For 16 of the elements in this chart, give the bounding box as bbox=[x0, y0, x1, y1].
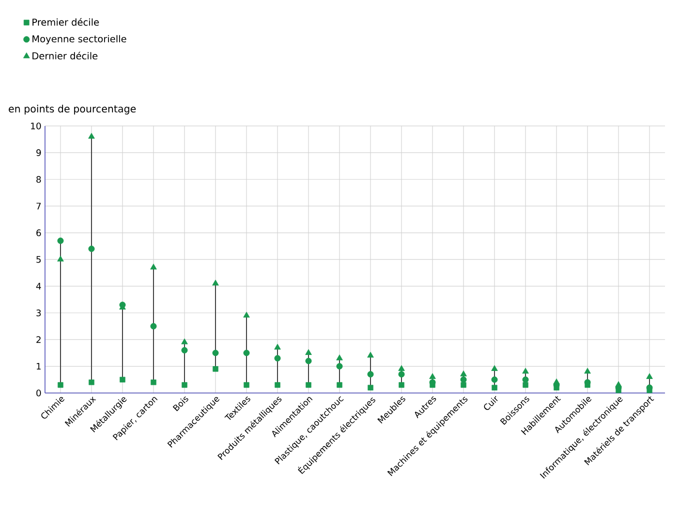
y-tick-label: 5 bbox=[36, 256, 41, 263]
y-tick-label: 2 bbox=[36, 336, 41, 343]
y-tick-label: 3 bbox=[36, 309, 41, 316]
y-axis-title: en points de pourcentage bbox=[8, 104, 136, 114]
y-tick-label: 4 bbox=[36, 282, 41, 290]
y-tick-label: 6 bbox=[36, 229, 41, 236]
y-tick-label: 7 bbox=[36, 202, 41, 210]
y-tick-label: 9 bbox=[36, 149, 41, 156]
x-tick-label: Cuir bbox=[484, 396, 498, 410]
legend-label: Dernier décile bbox=[32, 52, 98, 60]
y-tick-label: 1 bbox=[36, 363, 41, 370]
legend-label: Premier décile bbox=[32, 18, 99, 26]
y-tick-label: 8 bbox=[36, 176, 41, 183]
y-tick-label: 0 bbox=[36, 390, 41, 396]
legend-label: Moyenne sectorielle bbox=[32, 35, 126, 44]
y-tick-label: 10 bbox=[31, 122, 41, 130]
